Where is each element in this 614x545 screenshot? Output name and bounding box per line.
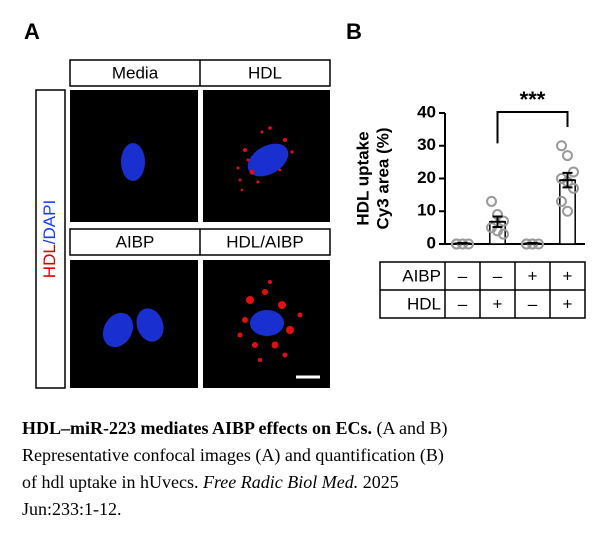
data-point — [556, 195, 567, 207]
header: AIBP — [116, 232, 155, 251]
caption-line: Representative confocal images (A) and q… — [22, 445, 444, 465]
error-bar — [525, 242, 540, 245]
stain-hdl: HDL — [40, 244, 59, 278]
error-bar — [490, 215, 505, 228]
condition-sign: – — [493, 266, 503, 285]
condition-sign: – — [458, 266, 468, 285]
row-label: AIBP — [402, 266, 441, 285]
micrograph — [203, 260, 330, 388]
y-tick-label: 40 — [417, 102, 436, 121]
caption-line: Jun:233:1-12. — [22, 499, 122, 519]
y-tick-label: 0 — [427, 233, 436, 252]
caption-line: of hdl uptake in hUvecs. Free Radic Biol… — [22, 472, 399, 493]
data-point — [562, 150, 573, 162]
error-bar — [455, 242, 470, 245]
caption-title: HDL–miR-223 mediates AIBP effects on ECs… — [22, 418, 372, 438]
panel-label: A — [24, 19, 40, 44]
error-bar — [560, 171, 575, 189]
data-point — [556, 173, 567, 184]
stain-dapi: /DAPI — [40, 200, 59, 244]
significance-bracket — [496, 111, 569, 144]
condition-sign: – — [458, 294, 468, 313]
caption-line: HDL–miR-223 mediates AIBP effects on ECs… — [22, 418, 447, 439]
caption-journal: Free Radic Biol Med. — [202, 472, 359, 492]
caption-text: 2025 — [362, 472, 399, 492]
data-point — [486, 195, 497, 207]
y-tick-label: 10 — [417, 201, 436, 220]
header: HDL — [248, 63, 282, 82]
stain-label: HDL/DAPI — [40, 200, 59, 278]
condition-sign: + — [528, 266, 538, 285]
caption-text: of hdl uptake in hUvecs. — [22, 472, 199, 492]
condition-sign: + — [563, 266, 573, 285]
data-point — [498, 228, 509, 240]
panel-label: B — [346, 19, 362, 44]
header: Media — [112, 63, 159, 82]
data-point — [556, 140, 567, 152]
micrograph — [70, 260, 198, 388]
y-tick-label: 30 — [417, 135, 436, 154]
micrograph — [203, 90, 330, 222]
y-tick-label: 20 — [417, 168, 436, 187]
data-point — [562, 205, 573, 217]
micrograph — [70, 90, 198, 222]
condition-sign: + — [563, 294, 573, 313]
header: HDL/AIBP — [226, 232, 303, 251]
y-axis-label: Cy3 area (%) — [373, 127, 392, 229]
significance: *** — [520, 87, 546, 112]
figure: A B Media HDL AIBP HDL/AIBP HDL/DAPI — [24, 19, 586, 389]
row-label: HDL — [407, 294, 441, 313]
condition-sign: + — [493, 294, 503, 313]
caption-text: (A and B) — [376, 418, 448, 438]
stain-box — [35, 89, 66, 389]
y-axis-label: HDL uptake — [353, 131, 372, 225]
condition-sign: – — [528, 294, 538, 313]
